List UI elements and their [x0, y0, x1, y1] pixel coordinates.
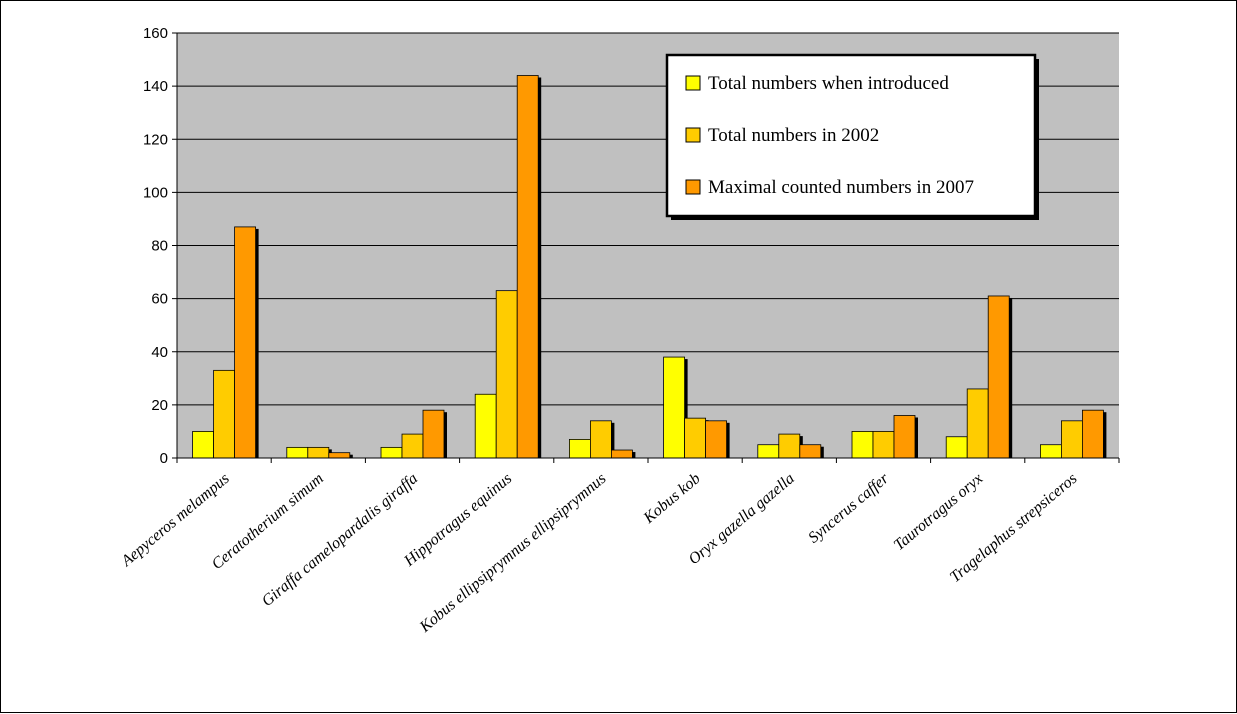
bar: [401, 433, 424, 459]
bar: [516, 75, 539, 459]
bar: [1040, 444, 1062, 459]
bar: [945, 436, 968, 459]
legend-label: Maximal counted numbers in 2007: [708, 177, 974, 198]
bar: [684, 417, 706, 459]
x-category-label: Kobus ellipsiprymnus ellipsiprymnus: [416, 470, 610, 636]
y-tick-label: 100: [143, 184, 168, 201]
axes: [172, 32, 1120, 463]
legend-swatch: [685, 127, 701, 143]
bar: [569, 439, 591, 459]
legend-swatch: [685, 75, 701, 91]
y-axis-tick-labels: 0 20 40 60 80 100 120 140 160: [143, 25, 168, 467]
x-category-label: Taurotragus oryx: [891, 470, 986, 554]
bar-group: [192, 75, 1107, 459]
bar: [380, 446, 403, 459]
x-category-label: Oryx gazella gazella: [686, 470, 798, 568]
bar: [213, 369, 236, 459]
bar: [778, 433, 801, 459]
legend-box: [665, 53, 1037, 218]
bar: [234, 226, 257, 459]
legend-label: Total numbers in 2002: [708, 125, 879, 146]
bar: [611, 449, 633, 459]
bar: [590, 420, 612, 459]
y-tick-label: 60: [151, 291, 168, 308]
bar: [1061, 420, 1083, 459]
bar: [966, 388, 989, 459]
y-tick-label: 140: [143, 78, 168, 95]
legend: Total numbers when introduced Total numbe…: [665, 53, 1039, 220]
y-tick-label: 0: [160, 450, 168, 467]
bar: [495, 290, 518, 459]
bar: [851, 431, 874, 459]
y-tick-label: 20: [151, 397, 168, 414]
bar: [422, 409, 445, 459]
bar: [757, 444, 780, 459]
bar: [307, 446, 330, 459]
bar: [893, 415, 916, 459]
bar: [705, 420, 727, 459]
legend-label: Total numbers when introduced: [708, 73, 949, 94]
bar: [663, 356, 685, 459]
y-tick-label: 40: [151, 344, 168, 361]
y-tick-label: 120: [143, 131, 168, 148]
bar: [872, 431, 895, 459]
bar: [328, 452, 351, 459]
bar: [474, 393, 497, 459]
y-tick-label: 160: [143, 25, 168, 42]
bar: [799, 444, 822, 459]
x-category-label: Syncerus caffer: [805, 470, 892, 547]
bar: [987, 295, 1010, 459]
bar: [192, 431, 215, 459]
x-category-label: Giraffa camelopardalis giraffa: [259, 470, 421, 610]
y-tick-label: 80: [151, 238, 168, 255]
legend-swatch: [685, 179, 701, 195]
bar: [1082, 409, 1104, 459]
bar: [286, 446, 309, 459]
x-category-label: Kobus kob: [640, 470, 704, 527]
